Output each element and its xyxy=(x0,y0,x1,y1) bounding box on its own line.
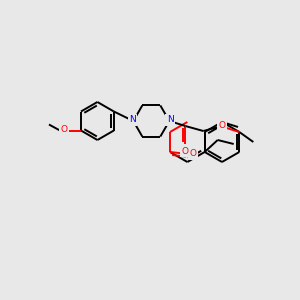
Text: N: N xyxy=(167,116,174,124)
Text: O: O xyxy=(182,146,189,155)
Text: N: N xyxy=(129,116,136,124)
Text: O: O xyxy=(219,122,226,130)
Text: N: N xyxy=(166,116,173,124)
Text: O: O xyxy=(190,149,196,158)
Text: O: O xyxy=(61,125,68,134)
